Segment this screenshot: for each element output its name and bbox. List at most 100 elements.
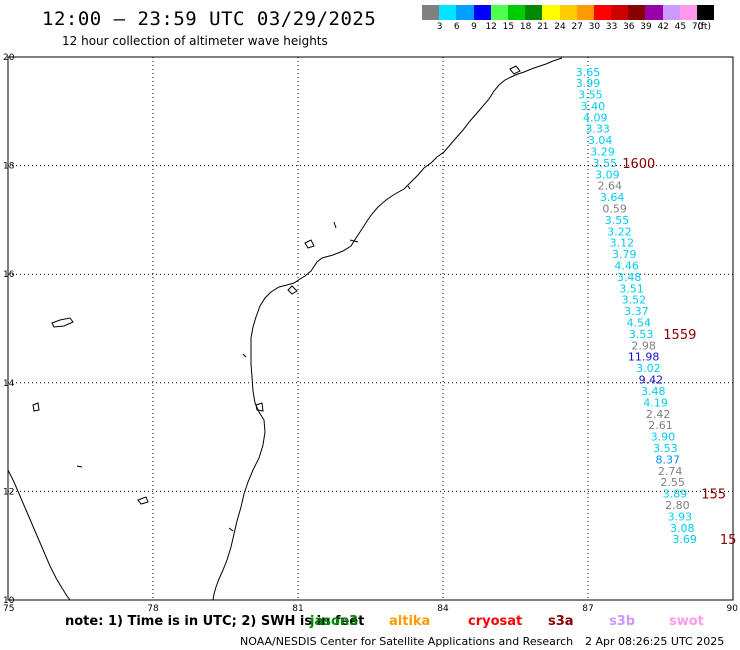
satellite-legend-s3a: s3a (548, 614, 574, 629)
colorbar-label: 3 (436, 22, 443, 32)
wave-height-value: 2.42 (646, 408, 671, 421)
island-outline (304, 239, 315, 249)
satellite-legend-s3b: s3b (609, 614, 636, 629)
longitude-label: 84 (437, 604, 449, 614)
units-note: note: 1) Time is in UTC; 2) SWH is in fe… (65, 614, 365, 629)
colorbar-label: 24 (554, 22, 566, 32)
island-outline (407, 185, 411, 190)
colorbar-label: 27 (571, 22, 583, 32)
island-outline (349, 239, 359, 243)
satellite-legend-jason3: jason3 (310, 614, 359, 629)
colorbar-swatch (456, 5, 474, 20)
island-outline (509, 65, 521, 75)
pass-time-label: 1600 (622, 157, 655, 172)
wave-height-value: 3.90 (651, 431, 676, 444)
wave-height-value: 3.99 (576, 77, 601, 90)
wave-height-value: 3.93 (668, 510, 693, 523)
colorbar-label: 15 (502, 22, 515, 32)
wave-height-value: 2.55 (660, 476, 685, 489)
map-border (7, 56, 734, 601)
colorbar-swatch (507, 5, 526, 20)
wave-height-value: 8.37 (656, 453, 681, 466)
wave-height-value: 3.22 (607, 225, 632, 238)
colorbar-label: 39 (640, 22, 652, 32)
wave-height-value: 3.40 (581, 100, 606, 113)
axis-labels: 75 78 81 84 87 90 20 18 16 14 12 10 (3, 53, 738, 614)
island-outline (76, 465, 83, 468)
island-outline (242, 353, 247, 358)
colorbar-swatch (593, 5, 612, 20)
island-outline (32, 402, 40, 412)
colorbar-swatch (542, 5, 560, 20)
colorbar-unit: (ft) (697, 22, 711, 32)
wave-height-value: 3.55 (593, 157, 618, 170)
latitude-label: 12 (3, 487, 14, 497)
wave-height-value: 3.12 (610, 237, 635, 250)
wave-height-value: 3.79 (612, 248, 637, 261)
pass-time-label: 1559 (663, 328, 696, 343)
island-outline (255, 402, 264, 412)
island-outline (333, 221, 337, 229)
wave-height-value: 3.64 (600, 191, 625, 204)
latitude-label: 14 (3, 379, 15, 389)
pass-time-label: 155 (701, 488, 726, 503)
colorbar-label: 21 (537, 22, 549, 32)
colorbar-swatch (645, 5, 663, 20)
wave-height-values: 3.653.993.553.404.093.333.043.293.553.09… (576, 66, 697, 546)
colorbar-label: 36 (623, 22, 635, 32)
wave-height-value: 3.53 (653, 442, 678, 455)
map-frame (7, 56, 734, 601)
map-title: 12:00 – 23:59 UTC 03/29/2025 (42, 8, 377, 30)
satellite-legend-swot: swot (669, 614, 704, 629)
pass-time-labels: 1600 1559 155 15 (622, 157, 736, 548)
wave-height-value: 3.02 (636, 362, 661, 375)
credit-text: NOAA/NESDIS Center for Satellite Applica… (240, 635, 574, 648)
colorbar-labels: 3 6 9 12 15 18 21 24 27 30 33 36 39 42 45 70 (ft) (422, 22, 732, 34)
wave-height-value: 11.98 (628, 351, 660, 364)
wave-height-value: 3.65 (576, 66, 601, 79)
longitude-label: 87 (582, 604, 593, 614)
colorbar-label: 70 (691, 22, 704, 32)
wave-height-value: 4.54 (627, 317, 652, 330)
colorbar-label: 30 (588, 22, 601, 32)
colorbar-swatch (679, 5, 697, 20)
colorbar-swatch (628, 5, 646, 20)
colorbar-label: 45 (674, 22, 687, 32)
map-subtitle: 12 hour collection of altimeter wave hei… (62, 34, 328, 48)
satellite-legend-altika: altika (389, 614, 431, 629)
wave-height-value: 3.08 (670, 522, 695, 535)
latitude-label: 20 (3, 53, 15, 63)
wave-height-value: 0.59 (602, 202, 627, 215)
wave-height-value: 4.09 (583, 111, 608, 124)
colorbar-label: 12 (485, 22, 497, 32)
wave-height-value: 3.51 (619, 282, 644, 295)
wave-height-value: 3.48 (641, 385, 666, 398)
wave-height-value: 3.69 (672, 533, 697, 546)
wave-height-value: 2.61 (648, 419, 673, 432)
wave-height-value: 3.55 (605, 214, 630, 227)
wave-height-value: 3.53 (629, 328, 654, 341)
colorbar-swatch (525, 5, 543, 20)
wave-height-value: 3.04 (588, 134, 613, 147)
colorbar-swatch (611, 5, 629, 20)
timestamp-text: 2 Apr 08:26:25 UTC 2025 (585, 635, 725, 648)
latitude-label: 16 (3, 270, 15, 280)
colorbar-label: 42 (657, 22, 669, 32)
longitude-label: 81 (292, 604, 303, 614)
wave-height-value: 4.19 (643, 396, 668, 409)
colorbar-swatch (697, 5, 715, 20)
wave-height-value: 3.48 (617, 271, 642, 284)
map-gridlines (8, 57, 733, 600)
island-outline (137, 496, 149, 505)
colorbar-swatch (576, 5, 594, 20)
colorbar-swatch (473, 5, 491, 20)
satellite-legend-cryosat: cryosat (468, 614, 523, 629)
wave-height-value: 4.46 (614, 260, 639, 273)
colorbar-label: 6 (453, 22, 460, 32)
colorbar-swatch (422, 5, 440, 20)
colorbar-swatch (662, 5, 680, 20)
colorbar-label: 9 (471, 22, 477, 32)
colorbar-label: 18 (519, 22, 532, 32)
wave-height-value: 3.33 (585, 123, 610, 136)
